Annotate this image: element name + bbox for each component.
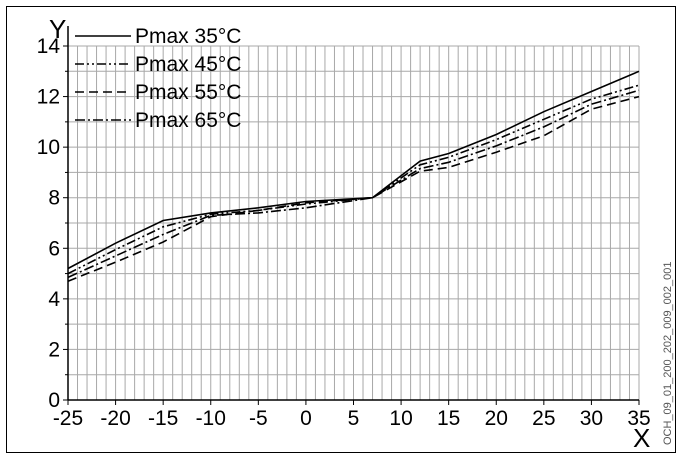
legend: Pmax 35°C Pmax 45°C Pmax 55°C Pmax 65°C <box>75 25 241 132</box>
series-lines <box>67 70 640 282</box>
y-tick-label: 0 <box>48 389 60 412</box>
x-tick-label: -5 <box>249 407 268 430</box>
legend-label-1: Pmax 35°C <box>135 25 241 48</box>
x-tick-label: 30 <box>580 407 603 430</box>
series-line-2 <box>67 84 640 275</box>
x-tick-label: 10 <box>389 407 412 430</box>
grid <box>67 45 640 401</box>
series-line-4 <box>67 89 640 279</box>
legend-label-4: Pmax 65°C <box>135 109 241 132</box>
x-axis-label: X <box>633 423 650 452</box>
x-tick-label: 35 <box>627 407 650 430</box>
figure-code: OCH_09_01_200_202_009_002_001 <box>662 261 674 445</box>
x-tick-label: -25 <box>53 407 83 430</box>
y-tick-label: 6 <box>48 237 60 260</box>
y-tick-label: 8 <box>48 187 60 210</box>
tick-labels: 0 2 4 6 8 10 12 14 -25 -20 -15 -10 -5 0 5 10 15 20 25 30 35 <box>37 35 651 430</box>
x-tick-label: -10 <box>196 407 226 430</box>
y-axis-label: Y <box>49 14 66 44</box>
legend-label-2: Pmax 45°C <box>135 53 241 76</box>
x-tick-label: 5 <box>348 407 360 430</box>
y-tick-label: 10 <box>37 136 60 159</box>
x-tick-label: 0 <box>300 407 312 430</box>
y-tick-label: 2 <box>48 338 60 361</box>
x-tick-label: 25 <box>532 407 555 430</box>
legend-label-3: Pmax 55°C <box>135 81 241 104</box>
y-tick-label: 4 <box>48 288 60 311</box>
chart-frame: 0 2 4 6 8 10 12 14 -25 -20 -15 -10 -5 0 5 10 15 20 25 30 35 … <box>6 6 676 453</box>
axes <box>63 26 640 405</box>
y-tick-label: 14 <box>37 35 61 58</box>
y-tick-label: 12 <box>37 86 60 109</box>
x-tick-label: -15 <box>148 407 178 430</box>
series-line-3 <box>67 95 640 282</box>
x-tick-label: -20 <box>100 407 130 430</box>
x-tick-label: 20 <box>485 407 508 430</box>
series-line-1 <box>67 70 640 270</box>
x-tick-label: 15 <box>437 407 460 430</box>
